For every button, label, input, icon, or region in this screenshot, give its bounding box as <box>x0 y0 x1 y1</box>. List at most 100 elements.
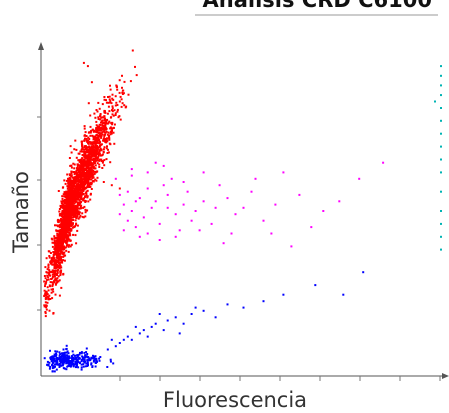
data-point <box>83 188 86 190</box>
data-point <box>63 222 66 224</box>
data-point <box>74 139 77 142</box>
data-point <box>94 164 97 167</box>
data-point <box>56 271 59 274</box>
data-point <box>68 209 71 212</box>
data-point <box>63 239 66 242</box>
data-point <box>110 122 113 125</box>
data-point <box>80 363 83 366</box>
data-point <box>84 365 87 368</box>
data-point <box>97 116 100 119</box>
data-point <box>90 363 93 366</box>
data-point <box>118 100 121 103</box>
data-point <box>82 180 85 183</box>
data-point <box>60 200 63 203</box>
data-point <box>59 364 62 367</box>
data-point <box>74 215 76 218</box>
data-point <box>55 357 58 360</box>
data-point <box>78 216 81 219</box>
data-point <box>118 91 121 94</box>
data-point <box>83 182 86 185</box>
data-point <box>81 143 84 146</box>
data-point <box>47 271 50 274</box>
data-point <box>55 368 58 371</box>
data-point <box>48 269 51 272</box>
data-point <box>109 358 112 361</box>
data-point <box>108 142 111 145</box>
data-point <box>67 356 70 359</box>
data-point <box>88 184 91 187</box>
data-points <box>43 49 442 373</box>
data-point <box>96 157 99 160</box>
data-point <box>54 252 57 255</box>
data-point <box>52 256 55 259</box>
data-point <box>67 228 70 231</box>
data-point <box>59 271 62 274</box>
data-point <box>84 154 86 157</box>
data-point <box>53 262 56 265</box>
data-point <box>67 213 70 216</box>
data-point <box>45 257 48 260</box>
data-point <box>86 195 89 198</box>
data-point <box>104 126 107 129</box>
data-point <box>52 358 55 361</box>
data-point <box>90 151 93 154</box>
data-point <box>67 212 70 215</box>
data-point <box>60 251 63 254</box>
data-point <box>86 196 89 199</box>
data-point <box>62 362 65 365</box>
data-point <box>83 125 86 128</box>
data-point <box>86 359 89 362</box>
data-point <box>87 162 90 165</box>
data-point <box>122 338 125 341</box>
data-point <box>242 206 245 209</box>
data-point <box>105 130 108 133</box>
data-point <box>73 200 75 203</box>
data-point <box>53 239 56 242</box>
data-point <box>49 365 52 368</box>
data-point <box>90 178 93 181</box>
data-point <box>90 163 93 166</box>
data-point <box>87 179 90 181</box>
data-point <box>57 247 60 250</box>
data-point <box>92 167 95 170</box>
data-point <box>57 280 60 283</box>
data-point <box>109 360 112 363</box>
data-point <box>49 261 52 264</box>
data-point <box>102 160 104 163</box>
data-point <box>61 361 63 364</box>
data-point <box>89 159 92 162</box>
data-point <box>66 237 69 240</box>
data-point <box>60 245 62 248</box>
data-point <box>53 360 56 363</box>
data-point <box>76 204 79 207</box>
data-point <box>202 309 205 312</box>
data-point <box>104 117 106 120</box>
data-point <box>96 147 99 150</box>
data-point <box>65 226 68 229</box>
data-point <box>44 301 47 304</box>
data-point <box>61 248 64 251</box>
data-point <box>82 160 85 163</box>
data-point <box>62 356 65 359</box>
data-point <box>54 246 57 249</box>
data-point <box>314 284 317 287</box>
data-point <box>99 144 102 147</box>
data-point <box>59 204 62 207</box>
data-point <box>99 113 102 115</box>
data-point <box>88 160 91 163</box>
data-point <box>67 178 70 181</box>
data-point <box>440 145 442 148</box>
data-point <box>53 274 56 277</box>
data-point <box>70 174 73 177</box>
data-point <box>65 362 68 365</box>
data-point <box>61 246 64 249</box>
data-point <box>88 358 91 361</box>
data-point <box>61 195 64 198</box>
data-point <box>174 235 177 238</box>
data-point <box>72 162 75 165</box>
data-point <box>76 203 79 206</box>
data-point <box>76 180 79 183</box>
data-point <box>80 161 83 164</box>
data-point <box>146 335 149 338</box>
data-point <box>59 232 62 235</box>
